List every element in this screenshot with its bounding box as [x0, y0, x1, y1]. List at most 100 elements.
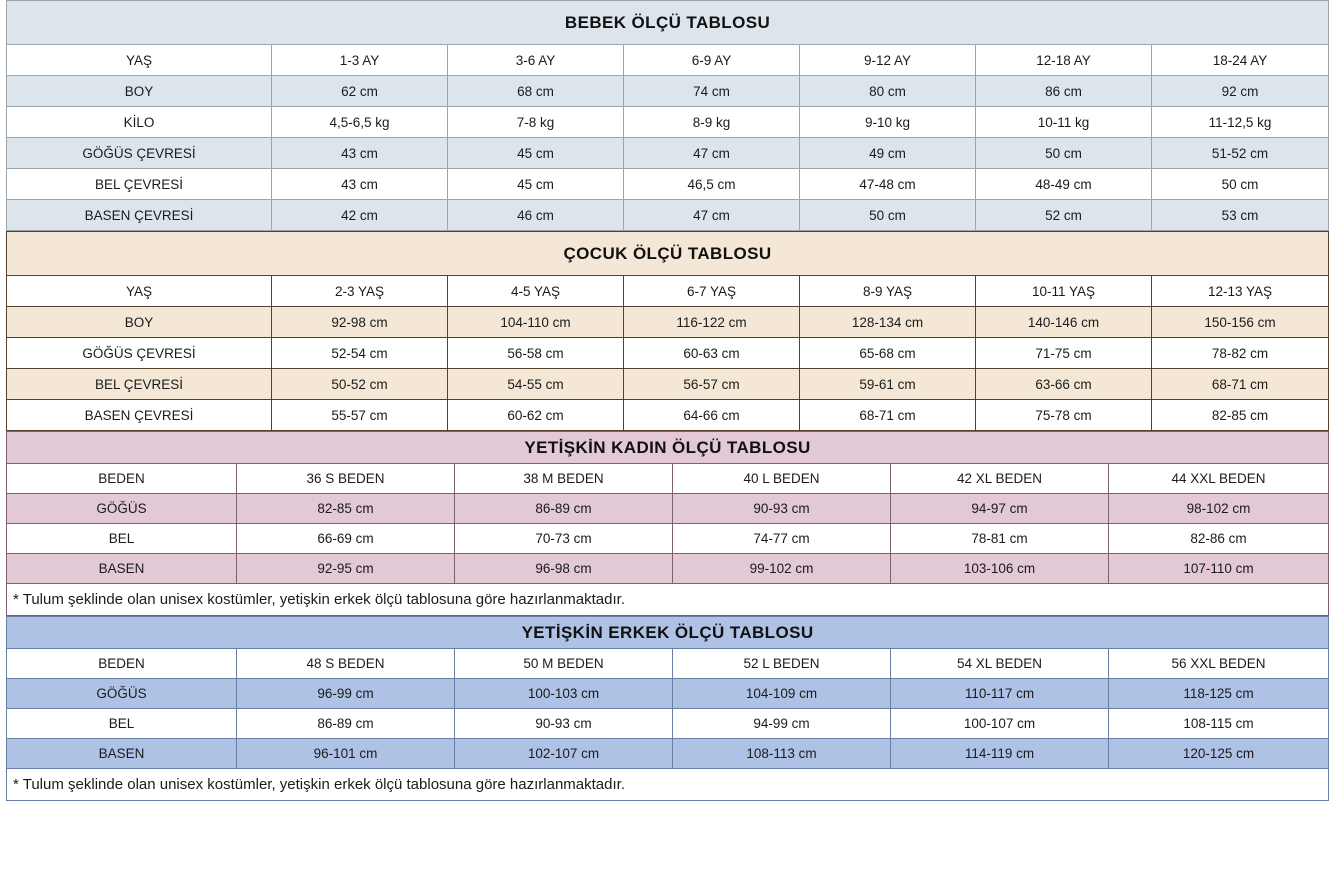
- child-row-label: BOY: [6, 306, 272, 338]
- table-cell: 45 cm: [447, 137, 624, 169]
- table-cell: 49 cm: [799, 137, 976, 169]
- table-cell: 80 cm: [799, 75, 976, 107]
- table-cell: 60-62 cm: [447, 399, 624, 431]
- baby-table-title: BEBEK ÖLÇÜ TABLOSU: [5, 0, 1330, 45]
- man-note-row: * Tulum şeklinde olan unisex kostümler, …: [5, 768, 1330, 801]
- table-cell: 64-66 cm: [623, 399, 800, 431]
- table-cell: 7-8 kg: [447, 106, 624, 138]
- man-table-title: YETİŞKİN ERKEK ÖLÇÜ TABLOSU: [5, 616, 1330, 649]
- table-cell: 86-89 cm: [454, 493, 673, 524]
- woman-row-label: GÖĞÜS: [6, 493, 237, 524]
- table-cell: 96-98 cm: [454, 553, 673, 584]
- table-cell: 94-97 cm: [890, 493, 1109, 524]
- table-cell: 70-73 cm: [454, 523, 673, 554]
- table-cell: 104-110 cm: [447, 306, 624, 338]
- table-cell: 60-63 cm: [623, 337, 800, 369]
- man-row-label: BEL: [6, 708, 237, 739]
- table-cell: 96-99 cm: [236, 678, 455, 709]
- child-col-header: 12-13 YAŞ: [1150, 275, 1330, 307]
- table-cell: 110-117 cm: [890, 678, 1109, 709]
- man-footnote: * Tulum şeklinde olan unisex kostümler, …: [5, 768, 1330, 801]
- baby-col-header: 1-3 AY: [271, 44, 448, 76]
- table-cell: 42 cm: [271, 199, 448, 231]
- table-cell: 51-52 cm: [1150, 137, 1330, 169]
- table-row: GÖĞÜS ÇEVRESİ 43 cm 45 cm 47 cm 49 cm 50…: [6, 137, 1330, 169]
- child-col-header: 6-7 YAŞ: [623, 275, 800, 307]
- table-cell: 90-93 cm: [454, 708, 673, 739]
- child-row-label: GÖĞÜS ÇEVRESİ: [6, 337, 272, 369]
- table-cell: 107-110 cm: [1107, 553, 1330, 584]
- woman-size-table: YETİŞKİN KADIN ÖLÇÜ TABLOSU BEDEN 36 S B…: [5, 431, 1330, 616]
- table-cell: 140-146 cm: [975, 306, 1152, 338]
- table-cell: 98-102 cm: [1107, 493, 1330, 524]
- woman-col-header: 42 XL BEDEN: [890, 463, 1109, 494]
- child-col-header: 10-11 YAŞ: [975, 275, 1152, 307]
- table-cell: 43 cm: [271, 137, 448, 169]
- table-cell: 9-10 kg: [799, 106, 976, 138]
- table-cell: 63-66 cm: [975, 368, 1152, 400]
- table-row: BASEN ÇEVRESİ 42 cm 46 cm 47 cm 50 cm 52…: [6, 199, 1330, 231]
- woman-table-title: YETİŞKİN KADIN ÖLÇÜ TABLOSU: [5, 431, 1330, 464]
- man-col-header: 56 XXL BEDEN: [1107, 648, 1330, 679]
- man-col-header: 52 L BEDEN: [672, 648, 891, 679]
- man-col-header: 48 S BEDEN: [236, 648, 455, 679]
- woman-row-label: BASEN: [6, 553, 237, 584]
- table-cell: 4,5-6,5 kg: [271, 106, 448, 138]
- table-row: BEL ÇEVRESİ 43 cm 45 cm 46,5 cm 47-48 cm…: [6, 168, 1330, 200]
- table-cell: 68 cm: [447, 75, 624, 107]
- woman-row-label: BEL: [6, 523, 237, 554]
- table-cell: 128-134 cm: [799, 306, 976, 338]
- table-cell: 55-57 cm: [271, 399, 448, 431]
- table-row: BASEN ÇEVRESİ 55-57 cm 60-62 cm 64-66 cm…: [6, 399, 1330, 431]
- woman-note-row: * Tulum şeklinde olan unisex kostümler, …: [5, 583, 1330, 616]
- table-row: BEL ÇEVRESİ 50-52 cm 54-55 cm 56-57 cm 5…: [6, 368, 1330, 400]
- woman-footnote: * Tulum şeklinde olan unisex kostümler, …: [5, 583, 1330, 616]
- table-cell: 102-107 cm: [454, 738, 673, 769]
- baby-row-label-age: YAŞ: [6, 44, 272, 76]
- table-cell: 50-52 cm: [271, 368, 448, 400]
- baby-col-header: 18-24 AY: [1150, 44, 1330, 76]
- baby-header-row: YAŞ 1-3 AY 3-6 AY 6-9 AY 9-12 AY 12-18 A…: [6, 44, 1330, 76]
- child-col-header: 8-9 YAŞ: [799, 275, 976, 307]
- baby-row-label: GÖĞÜS ÇEVRESİ: [6, 137, 272, 169]
- table-row: BOY 92-98 cm 104-110 cm 116-122 cm 128-1…: [6, 306, 1330, 338]
- table-row: BASEN 96-101 cm 102-107 cm 108-113 cm 11…: [6, 738, 1330, 769]
- table-cell: 103-106 cm: [890, 553, 1109, 584]
- table-cell: 86-89 cm: [236, 708, 455, 739]
- man-col-header: 50 M BEDEN: [454, 648, 673, 679]
- baby-row-label: BASEN ÇEVRESİ: [6, 199, 272, 231]
- man-row-label: GÖĞÜS: [6, 678, 237, 709]
- child-title-row: ÇOCUK ÖLÇÜ TABLOSU: [5, 231, 1330, 276]
- table-cell: 47 cm: [623, 199, 800, 231]
- child-table-body: ÇOCUK ÖLÇÜ TABLOSU YAŞ 2-3 YAŞ 4-5 YAŞ 6…: [5, 231, 1330, 431]
- table-cell: 100-103 cm: [454, 678, 673, 709]
- table-cell: 68-71 cm: [1150, 368, 1330, 400]
- table-cell: 114-119 cm: [890, 738, 1109, 769]
- table-cell: 47-48 cm: [799, 168, 976, 200]
- baby-row-label: BOY: [6, 75, 272, 107]
- table-cell: 78-82 cm: [1150, 337, 1330, 369]
- table-cell: 82-85 cm: [236, 493, 455, 524]
- table-row: BEL 66-69 cm 70-73 cm 74-77 cm 78-81 cm …: [6, 523, 1330, 554]
- table-cell: 52 cm: [975, 199, 1152, 231]
- table-cell: 94-99 cm: [672, 708, 891, 739]
- table-cell: 74 cm: [623, 75, 800, 107]
- table-cell: 92-95 cm: [236, 553, 455, 584]
- table-cell: 46,5 cm: [623, 168, 800, 200]
- woman-row-label-size: BEDEN: [6, 463, 237, 494]
- baby-title-row: BEBEK ÖLÇÜ TABLOSU: [5, 0, 1330, 45]
- woman-title-row: YETİŞKİN KADIN ÖLÇÜ TABLOSU: [5, 431, 1330, 464]
- baby-col-header: 12-18 AY: [975, 44, 1152, 76]
- child-table-title: ÇOCUK ÖLÇÜ TABLOSU: [5, 231, 1330, 276]
- table-cell: 10-11 kg: [975, 106, 1152, 138]
- woman-col-header: 36 S BEDEN: [236, 463, 455, 494]
- baby-table-body: BEBEK ÖLÇÜ TABLOSU YAŞ 1-3 AY 3-6 AY 6-9…: [5, 0, 1330, 231]
- table-cell: 47 cm: [623, 137, 800, 169]
- table-cell: 92 cm: [1150, 75, 1330, 107]
- woman-header-row: BEDEN 36 S BEDEN 38 M BEDEN 40 L BEDEN 4…: [6, 463, 1330, 494]
- child-col-header: 4-5 YAŞ: [447, 275, 624, 307]
- man-header-row: BEDEN 48 S BEDEN 50 M BEDEN 52 L BEDEN 5…: [6, 648, 1330, 679]
- woman-col-header: 38 M BEDEN: [454, 463, 673, 494]
- table-cell: 66-69 cm: [236, 523, 455, 554]
